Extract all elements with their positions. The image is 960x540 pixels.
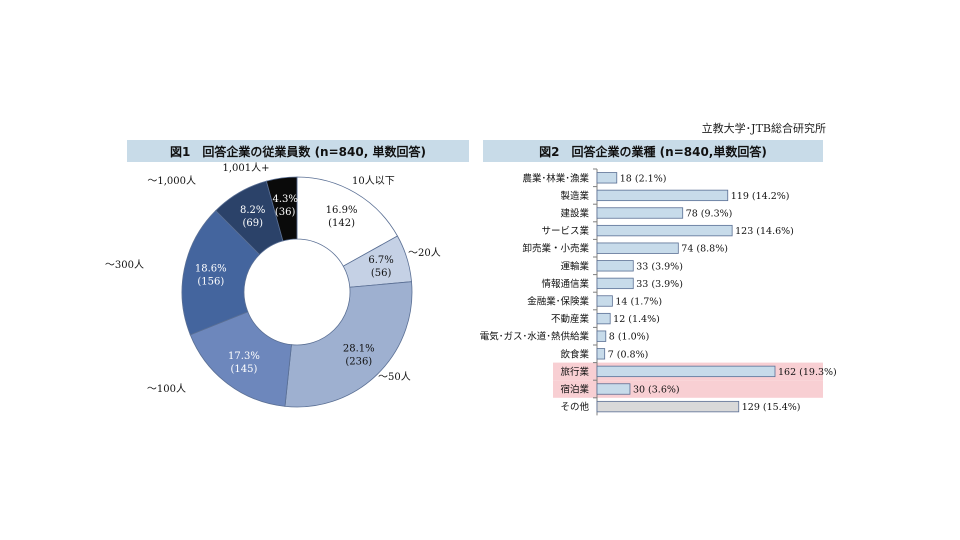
bar xyxy=(596,348,606,360)
slice-count-label: (236) xyxy=(345,357,372,368)
category-label: 金融業･保険業 xyxy=(527,296,589,308)
donut-slice xyxy=(215,180,284,256)
bar-value-label: 33 (3.9%) xyxy=(636,279,683,290)
category-label: 飲食業 xyxy=(560,348,589,360)
slice-category-label: ～300人 xyxy=(105,259,144,271)
bar-value-label: 123 (14.6%) xyxy=(735,226,794,237)
slice-category-label: 1,001人+ xyxy=(222,162,269,174)
highlight-band xyxy=(553,362,823,381)
bar-value-label: 162 (19.3%) xyxy=(778,367,837,378)
slice-percent-label: 18.6% xyxy=(195,263,227,274)
slice-count-label: (145) xyxy=(231,364,258,375)
category-label: 情報通信業 xyxy=(541,278,589,290)
slice-category-label: ～100人 xyxy=(147,383,186,395)
bar-value-label: 30 (3.6%) xyxy=(633,385,680,396)
highlight-band xyxy=(553,380,823,398)
donut-slice xyxy=(342,235,412,288)
slice-percent-label: 8.2% xyxy=(240,205,265,216)
category-label: 製造業 xyxy=(560,190,589,202)
source-credit: 立教大学･JTB総合研究所 xyxy=(701,122,826,135)
slice-category-label: ～1,000人 xyxy=(147,175,196,187)
donut-chart-title: 図1 回答企業の従業員数 (n=840, 単数回答) xyxy=(127,140,469,162)
category-label: 旅行業 xyxy=(560,366,589,378)
category-label: その他 xyxy=(560,401,589,413)
bar xyxy=(596,189,729,202)
slice-percent-label: 4.3% xyxy=(272,194,297,205)
donut-slice xyxy=(265,176,298,242)
slice-count-label: (156) xyxy=(197,276,224,287)
bar xyxy=(596,207,684,219)
slice-percent-label: 6.7% xyxy=(368,255,393,266)
bar-chart-title: 図2 回答企業の業種 (n=840,単数回答) xyxy=(483,140,823,162)
slice-count-label: (69) xyxy=(242,218,263,229)
bar xyxy=(596,365,776,378)
category-label: 不動産業 xyxy=(551,313,590,325)
category-label: 建設業 xyxy=(560,208,589,220)
slice-percent-label: 28.1% xyxy=(343,344,375,355)
bar xyxy=(596,224,733,237)
donut-slice xyxy=(189,311,292,407)
category-label: 宿泊業 xyxy=(560,384,589,396)
bar xyxy=(596,312,611,325)
bar xyxy=(596,400,740,413)
slice-category-label: ～50人 xyxy=(378,371,411,383)
bar xyxy=(596,172,618,184)
bar-value-label: 129 (15.4%) xyxy=(742,402,801,413)
bar xyxy=(596,242,679,254)
bar xyxy=(596,295,613,307)
slice-count-label: (56) xyxy=(371,268,392,279)
bar xyxy=(596,260,634,272)
category-label: 運輸業 xyxy=(560,260,589,272)
bar-value-label: 33 (3.9%) xyxy=(636,261,683,272)
slice-percent-label: 16.9% xyxy=(326,205,358,216)
bar-value-label: 18 (2.1%) xyxy=(620,173,667,184)
bar-value-label: 8 (1.0%) xyxy=(609,332,650,343)
bar-value-label: 78 (9.3%) xyxy=(686,209,733,220)
bar xyxy=(596,330,607,342)
slice-percent-label: 17.3% xyxy=(228,351,260,362)
bar-value-label: 7 (0.8%) xyxy=(608,349,649,360)
category-label: サービス業 xyxy=(541,225,589,237)
bar-value-label: 74 (8.8%) xyxy=(681,244,728,255)
bar-value-label: 119 (14.2%) xyxy=(731,191,790,202)
donut-slice xyxy=(284,281,413,408)
slice-category-label: 10人以下 xyxy=(352,175,395,187)
bar-value-label: 14 (1.7%) xyxy=(615,297,662,308)
category-label: 卸売業・小売業 xyxy=(522,243,589,255)
donut-slice xyxy=(181,210,261,336)
bar-value-label: 12 (1.4%) xyxy=(613,314,660,325)
category-label: 電気･ガス･水道･熱供給業 xyxy=(480,331,590,343)
slice-count-label: (36) xyxy=(275,207,296,218)
category-label: 農業･林業･漁業 xyxy=(522,172,589,184)
bar xyxy=(596,277,634,290)
donut-slice xyxy=(296,176,398,267)
slice-count-label: (142) xyxy=(328,218,355,229)
bar xyxy=(596,383,631,395)
slice-category-label: ～20人 xyxy=(408,247,441,259)
